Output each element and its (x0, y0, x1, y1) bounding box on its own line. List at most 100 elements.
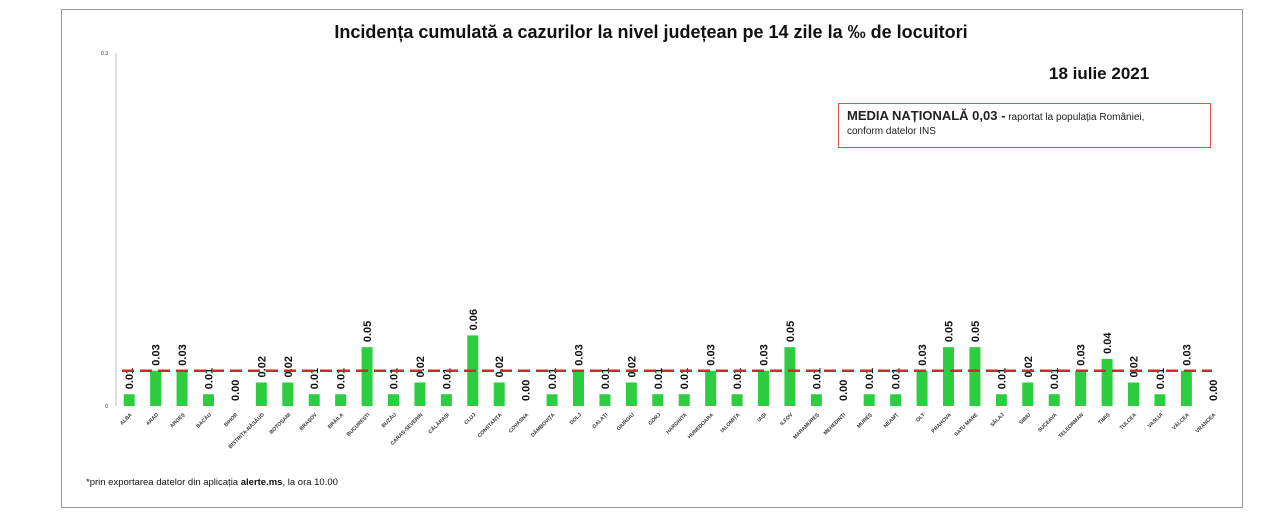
category-label: TELEORMAN (1058, 412, 1086, 440)
category-label: CĂLĂRAȘI (427, 411, 451, 435)
bar-value-label: 0.01 (389, 368, 401, 389)
bar-value-label: 0.02 (626, 356, 638, 377)
bar (1101, 358, 1113, 406)
category-label: ILFOV (779, 412, 794, 427)
national-mean-label: MEDIA NAȚIONALĂ 0,03 - (847, 108, 1006, 123)
bar (705, 370, 717, 406)
bar (1128, 382, 1139, 406)
bar-value-label: 0.02 (1129, 356, 1141, 377)
category-label: MUREȘ (856, 412, 874, 430)
bar (1180, 370, 1192, 406)
bar-value-label: 0.03 (1181, 344, 1193, 365)
bar (784, 347, 796, 406)
bar-value-label: 0.01 (1155, 368, 1167, 389)
category-label: DÂMBOVIȚA (529, 411, 556, 438)
bar-value-label: 0.01 (864, 368, 876, 389)
category-label: VÂLCEA (1171, 411, 1191, 431)
bar (573, 370, 584, 406)
bar-value-label: 0.02 (415, 356, 427, 377)
category-label: TULCEA (1119, 412, 1138, 431)
bar-value-label: 0.01 (679, 368, 691, 389)
bar (414, 382, 426, 406)
category-label: SIBIU (1018, 412, 1032, 426)
category-label: CONSTANȚA (477, 412, 504, 439)
bar (758, 370, 769, 406)
bar (335, 394, 347, 406)
bar (1154, 394, 1166, 406)
chart-title: Incidența cumulată a cazurilor la nivel … (334, 22, 968, 42)
bar (731, 394, 743, 406)
bar-value-label: 0.01 (811, 368, 823, 389)
bar (1022, 382, 1034, 406)
bar-value-label: 0.01 (653, 368, 665, 389)
y-tick-label: 0.3 (101, 51, 108, 57)
footnote-prefix: *prin exportarea datelor din aplicația (86, 477, 241, 488)
bar-value-label: 0.06 (468, 309, 480, 330)
category-label: HARGHITA (665, 412, 689, 436)
bar-value-label: 0.03 (1076, 344, 1088, 365)
category-label: GORJ (648, 412, 663, 427)
bar (678, 394, 690, 406)
bar-value-label: 0.03 (759, 344, 771, 365)
category-label: SATU MARE (954, 412, 980, 438)
y-tick-label: 0 (105, 404, 108, 410)
bar (493, 382, 505, 406)
category-label: BRAȘOV (299, 412, 319, 432)
category-label: BUCUREȘTI (346, 412, 372, 438)
bar-value-label: 0.01 (732, 368, 744, 389)
bar-value-label: 0.00 (1208, 380, 1220, 401)
bar-value-label: 0.05 (362, 321, 374, 342)
bar (969, 347, 981, 406)
category-label: BRĂILA (326, 411, 345, 430)
bar-value-label: 0.00 (521, 380, 533, 401)
bar (625, 382, 637, 406)
bar (863, 394, 875, 406)
category-label: IAȘI (757, 412, 769, 424)
bar-value-label: 0.04 (1102, 332, 1114, 354)
bar-value-label: 0.02 (256, 356, 268, 377)
footnote-suffix: , la ora 10.00 (282, 477, 338, 488)
bar-value-label: 0.03 (706, 344, 718, 365)
category-label: OLT (915, 412, 927, 424)
chart-date: 18 iulie 2021 (1049, 64, 1150, 83)
bar (255, 382, 267, 406)
bar-value-label: 0.01 (600, 368, 612, 389)
bar-value-label: 0.01 (204, 368, 216, 389)
category-label: VRANCEA (1195, 412, 1218, 435)
category-label: GALAȚI (591, 412, 609, 430)
national-mean-note-2: conform datelor INS (847, 126, 936, 137)
national-mean-box: MEDIA NAȚIONALĂ 0,03 - raportat la popul… (838, 103, 1211, 148)
bar (440, 394, 452, 406)
category-label: DOLJ (569, 412, 583, 426)
category-label: HUNEDOARA (687, 412, 715, 440)
category-label: PRAHOVA (931, 412, 953, 434)
footnote-app: alerte.ms (240, 477, 283, 488)
national-mean-note: raportat la populația României, (1005, 112, 1145, 123)
category-label: ALBA (119, 412, 134, 427)
category-label: NEAMȚ (883, 412, 901, 430)
bar-value-label: 0.00 (838, 380, 850, 401)
category-label: VASLUI (1147, 412, 1165, 430)
bar-value-label: 0.01 (124, 368, 136, 389)
bar (123, 394, 135, 406)
bar (176, 370, 188, 406)
bar-value-label: 0.05 (970, 321, 982, 342)
category-label: ARAD (145, 412, 160, 427)
category-label: MEHEDINȚI (823, 412, 848, 437)
bar (995, 394, 1007, 406)
category-label: COVASNA (508, 412, 530, 434)
bar (282, 382, 294, 406)
bar (361, 347, 373, 406)
bar (203, 394, 214, 406)
category-label: SUCEAVA (1037, 412, 1059, 434)
bar (1075, 370, 1087, 406)
bar-value-label: 0.03 (917, 344, 929, 365)
category-label: CLUJ (463, 412, 477, 426)
category-label: MARAMUREȘ (792, 412, 821, 441)
bar (1048, 394, 1060, 406)
bar (943, 347, 954, 406)
bar-value-label: 0.01 (309, 368, 321, 389)
category-label: BACĂU (195, 411, 213, 429)
category-label: ARGEȘ (169, 412, 187, 430)
